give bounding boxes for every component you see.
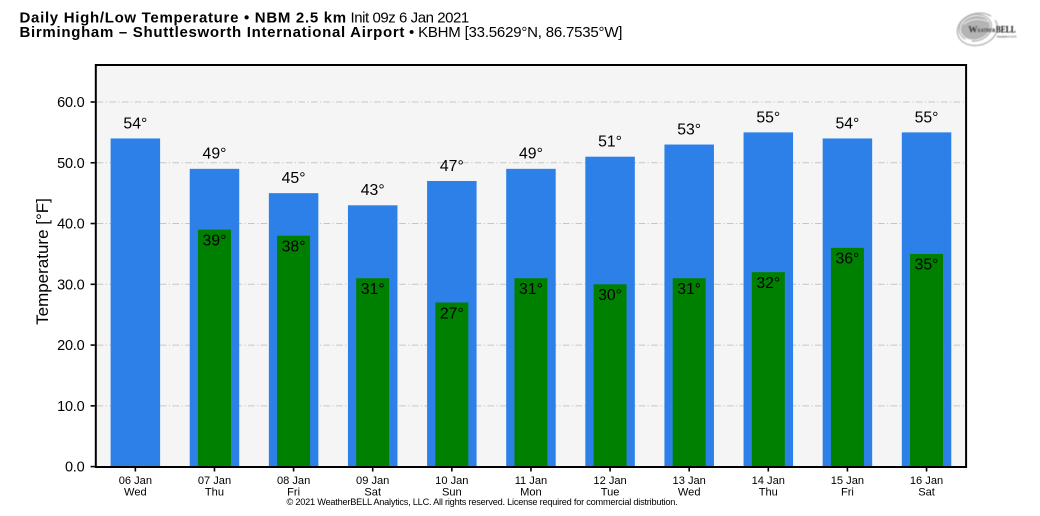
svg-text:55°: 55° (756, 109, 780, 126)
svg-text:07 Jan: 07 Jan (198, 475, 231, 487)
svg-text:Sat: Sat (364, 487, 381, 499)
svg-text:Sun: Sun (442, 487, 462, 499)
svg-text:54°: 54° (123, 115, 147, 132)
svg-text:Tue: Tue (601, 487, 620, 499)
svg-text:Thu: Thu (759, 487, 778, 499)
svg-text:EATHER: EATHER (978, 28, 996, 34)
svg-text:16 Jan: 16 Jan (910, 475, 943, 487)
svg-text:38°: 38° (282, 238, 306, 255)
svg-text:39°: 39° (203, 232, 227, 249)
svg-text:35°: 35° (915, 257, 939, 274)
svg-text:32°: 32° (756, 275, 780, 292)
svg-text:Thu: Thu (205, 487, 224, 499)
svg-text:53°: 53° (677, 121, 701, 138)
svg-text:31°: 31° (361, 281, 385, 298)
svg-text:13 Jan: 13 Jan (673, 475, 706, 487)
svg-text:09 Jan: 09 Jan (356, 475, 389, 487)
svg-text:Wed: Wed (124, 487, 147, 499)
svg-text:Temperature [°F]: Temperature [°F] (33, 198, 52, 325)
svg-text:49°: 49° (519, 146, 543, 163)
svg-text:12 Jan: 12 Jan (593, 475, 626, 487)
svg-text:Daily High/Low Temperature • N: Daily High/Low Temperature • NBM 2.5 km … (20, 10, 469, 27)
svg-text:06 Jan: 06 Jan (119, 475, 152, 487)
svg-text:36°: 36° (835, 251, 859, 268)
svg-text:11 Jan: 11 Jan (515, 475, 548, 487)
svg-text:50.0: 50.0 (57, 156, 85, 172)
svg-text:60.0: 60.0 (57, 95, 85, 111)
svg-text:Analytics LLC: Analytics LLC (997, 34, 1018, 38)
svg-text:10.0: 10.0 (57, 399, 85, 415)
svg-text:40.0: 40.0 (57, 217, 85, 233)
svg-text:43°: 43° (361, 182, 385, 199)
svg-text:0.0: 0.0 (65, 460, 85, 476)
svg-text:W: W (968, 24, 978, 34)
svg-text:10 Jan: 10 Jan (435, 475, 468, 487)
svg-text:© 2021 WeatherBELL Analytics,: © 2021 WeatherBELL Analytics, LLC. All r… (286, 497, 677, 507)
svg-text:Wed: Wed (678, 487, 701, 499)
svg-text:49°: 49° (203, 146, 227, 163)
svg-text:Birmingham – Shuttlesworth Int: Birmingham – Shuttlesworth International… (20, 24, 623, 41)
svg-text:47°: 47° (440, 158, 464, 175)
svg-text:30°: 30° (598, 287, 622, 304)
svg-text:Sat: Sat (918, 487, 935, 499)
svg-text:BELL: BELL (996, 24, 1016, 34)
svg-text:30.0: 30.0 (57, 277, 85, 293)
svg-text:15 Jan: 15 Jan (831, 475, 864, 487)
svg-text:08 Jan: 08 Jan (277, 475, 310, 487)
svg-text:45°: 45° (282, 170, 306, 187)
svg-text:31°: 31° (677, 281, 701, 298)
svg-text:54°: 54° (835, 115, 859, 132)
svg-text:14 Jan: 14 Jan (752, 475, 785, 487)
svg-text:51°: 51° (598, 134, 622, 151)
svg-text:Mon: Mon (520, 487, 542, 499)
svg-text:Fri: Fri (287, 487, 300, 499)
svg-text:27°: 27° (440, 305, 464, 322)
svg-text:Fri: Fri (841, 487, 854, 499)
svg-text:20.0: 20.0 (57, 338, 85, 354)
svg-text:31°: 31° (519, 281, 543, 298)
svg-text:55°: 55° (915, 109, 939, 126)
